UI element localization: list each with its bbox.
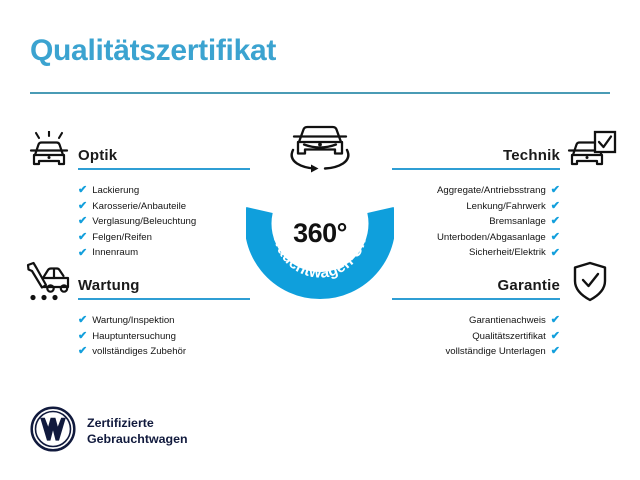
header-divider <box>30 92 610 94</box>
footer-logo: Zertifizierte Gebrauchtwagen <box>30 406 188 457</box>
list-item: ✔ Lackierung <box>78 183 250 199</box>
list-item-label: Unterboden/Abgasanlage <box>436 231 546 243</box>
car-rotation-icon <box>279 120 361 183</box>
list-item-label: Lackierung <box>92 185 140 196</box>
footer-line-2: Gebrauchtwagen <box>87 431 188 446</box>
badge-360-gebrauchtwagen-check: Gebrauchtwagen-Check 360° <box>240 120 396 312</box>
list-item: Qualitätszertifikat ✔ <box>392 329 560 345</box>
check-icon: ✔ <box>550 215 560 228</box>
section-wartung: Wartung ✔ Wartung/Inspektion ✔ Hauptunte… <box>78 272 250 360</box>
list-item: ✔ Wartung/Inspektion <box>78 313 250 329</box>
check-icon: ✔ <box>550 345 560 358</box>
list-item-label: Garantienachweis <box>468 315 546 326</box>
section-technik: Technik Aggregate/Antriebsstrang ✔ Lenku… <box>392 142 560 261</box>
list-item-label: Aggregate/Antriebsstrang <box>436 185 546 196</box>
check-icon: ✔ <box>78 231 88 244</box>
list-item: ✔ vollständiges Zubehör <box>78 344 250 360</box>
section-title-wartung: Wartung <box>78 277 140 294</box>
list-item: ✔ Felgen/Reifen <box>78 230 250 246</box>
list-item-label: Qualitätszertifikat <box>472 330 546 342</box>
check-icon: ✔ <box>78 345 88 358</box>
section-header: Garantie <box>392 272 560 302</box>
list-item: ✔ Verglasung/Beleuchtung <box>78 214 250 230</box>
check-icon: ✔ <box>78 184 88 197</box>
list-item-label: Hauptuntersuchung <box>92 330 176 342</box>
section-header: Wartung <box>78 272 250 302</box>
list-item: ✔ Karosserie/Anbauteile <box>78 199 250 215</box>
section-optik: Optik ✔ Lackierung ✔ Karosserie/Anbautei… <box>78 142 250 261</box>
car-shine-icon <box>26 130 72 176</box>
check-icon: ✔ <box>78 215 88 228</box>
check-icon: ✔ <box>550 199 560 212</box>
car-checkbox-icon <box>566 130 618 179</box>
badge-ring: Gebrauchtwagen-Check <box>240 144 396 312</box>
footer-logo-text: Zertifizierte Gebrauchtwagen <box>87 416 188 447</box>
list-item-label: Wartung/Inspektion <box>92 315 175 326</box>
section-header: Optik <box>78 142 250 172</box>
list-item-label: Felgen/Reifen <box>92 231 152 243</box>
vw-logo <box>30 406 76 457</box>
list-item-label: vollständige Unterlagen <box>445 346 546 358</box>
section-header: Technik <box>392 142 560 172</box>
car-wrench-icon <box>24 261 72 308</box>
list-item-label: Lenkung/Fahrwerk <box>466 200 546 212</box>
list-item: Sicherheit/Elektrik ✔ <box>392 245 560 261</box>
list-item: ✔ Innenraum <box>78 245 250 261</box>
check-icon: ✔ <box>550 314 560 327</box>
list-item: Unterboden/Abgasanlage ✔ <box>392 230 560 246</box>
list-item-label: Verglasung/Beleuchtung <box>92 216 197 228</box>
check-icon: ✔ <box>550 329 560 342</box>
badge-value: 360° <box>293 218 347 248</box>
page-title: Qualitätszertifikat <box>30 34 277 67</box>
section-divider <box>392 298 560 300</box>
section-garantie: Garantie Garantienachweis ✔ Qualitätszer… <box>392 272 560 360</box>
section-title-garantie: Garantie <box>497 277 560 294</box>
list-item-label: vollständiges Zubehör <box>92 346 187 358</box>
section-divider <box>78 298 250 300</box>
checklist-optik: ✔ Lackierung ✔ Karosserie/Anbauteile ✔ V… <box>78 183 250 261</box>
list-item-label: Bremsanlage <box>489 216 546 228</box>
check-icon: ✔ <box>550 184 560 197</box>
section-divider <box>78 168 250 170</box>
list-item: Lenkung/Fahrwerk ✔ <box>392 199 560 215</box>
check-icon: ✔ <box>550 231 560 244</box>
section-title-technik: Technik <box>503 147 560 164</box>
check-icon: ✔ <box>78 314 88 327</box>
section-divider <box>392 168 560 170</box>
check-icon: ✔ <box>78 246 88 259</box>
list-item: Bremsanlage ✔ <box>392 214 560 230</box>
footer-line-1: Zertifizierte <box>87 416 154 430</box>
list-item: vollständige Unterlagen ✔ <box>392 344 561 360</box>
checklist-technik: Aggregate/Antriebsstrang ✔ Lenkung/Fahrw… <box>392 183 560 261</box>
check-icon: ✔ <box>78 199 88 212</box>
checklist-garantie: Garantienachweis ✔ Qualitätszertifikat ✔… <box>392 313 561 360</box>
list-item: ✔ Hauptuntersuchung <box>78 329 250 345</box>
list-item-label: Karosserie/Anbauteile <box>92 200 187 212</box>
list-item: Aggregate/Antriebsstrang ✔ <box>392 183 560 199</box>
section-title-optik: Optik <box>78 147 118 164</box>
list-item-label: Innenraum <box>92 247 139 259</box>
checklist-wartung: ✔ Wartung/Inspektion ✔ Hauptuntersuchung… <box>78 313 250 360</box>
shield-check-icon <box>571 261 609 308</box>
check-icon: ✔ <box>78 329 88 342</box>
list-item: Garantienachweis ✔ <box>392 313 560 329</box>
list-item-label: Sicherheit/Elektrik <box>469 247 546 259</box>
check-icon: ✔ <box>550 246 560 259</box>
